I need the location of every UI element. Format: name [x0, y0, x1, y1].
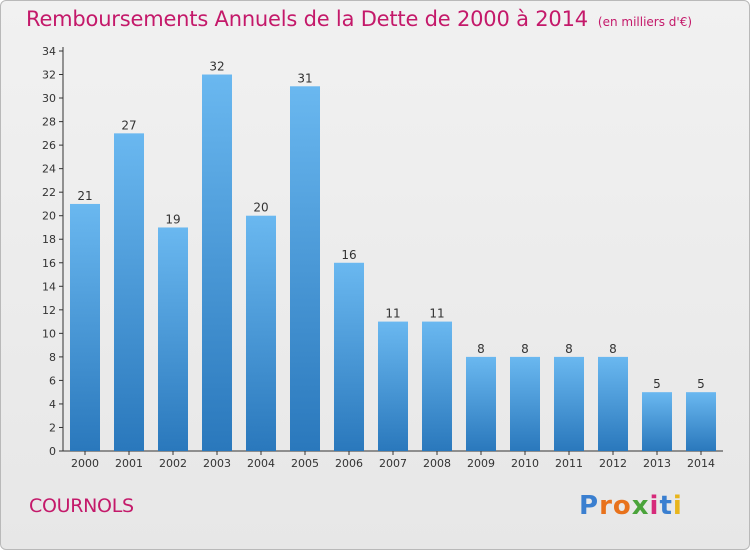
x-tick-label: 2010 — [511, 457, 539, 470]
data-label: 19 — [165, 212, 180, 226]
x-tick-label: 2013 — [643, 457, 671, 470]
bar-2014 — [686, 392, 716, 451]
bar-2010 — [510, 356, 540, 451]
bar-2003 — [202, 74, 232, 451]
y-tick-label: 12 — [42, 304, 56, 317]
y-tick-label: 26 — [42, 139, 56, 152]
x-tick-label: 2014 — [687, 457, 715, 470]
data-label: 5 — [653, 377, 661, 391]
y-tick-label: 18 — [42, 233, 56, 246]
data-label: 20 — [253, 201, 268, 215]
bar-2011 — [554, 356, 584, 451]
bar-2009 — [466, 356, 496, 451]
x-tick-label: 2012 — [599, 457, 627, 470]
title-subtitle: (en milliers d'€) — [597, 15, 693, 29]
y-tick-label: 0 — [49, 445, 56, 458]
logo-letter: t — [659, 491, 673, 521]
bar-2006 — [334, 262, 364, 451]
data-label: 11 — [385, 307, 400, 321]
bar-2008 — [422, 321, 452, 451]
y-tick-label: 30 — [42, 92, 56, 105]
bar-2004 — [246, 215, 276, 451]
x-tick-label: 2000 — [71, 457, 99, 470]
y-tick-label: 32 — [42, 69, 56, 82]
logo-letter: o — [612, 491, 632, 521]
data-label: 27 — [121, 118, 136, 132]
y-tick-label: 10 — [42, 327, 56, 340]
x-tick-label: 2002 — [159, 457, 187, 470]
x-tick-label: 2005 — [291, 457, 319, 470]
y-tick-label: 34 — [42, 45, 56, 58]
data-label: 16 — [341, 248, 356, 262]
data-label: 5 — [697, 377, 705, 391]
y-tick-label: 22 — [42, 186, 56, 199]
data-label: 11 — [429, 307, 444, 321]
x-tick-label: 2011 — [555, 457, 583, 470]
chart-title: Remboursements Annuels de la Dette de 20… — [26, 7, 692, 31]
data-label: 8 — [477, 342, 485, 356]
data-label: 8 — [565, 342, 573, 356]
title-main: Remboursements Annuels de la Dette de 20… — [26, 7, 588, 31]
logo-letter: x — [631, 491, 650, 521]
y-tick-label: 2 — [49, 421, 56, 434]
y-tick-label: 20 — [42, 210, 56, 223]
y-tick-label: 6 — [49, 374, 56, 387]
commune-name: COURNOLS — [29, 495, 134, 517]
x-tick-label: 2006 — [335, 457, 363, 470]
logo-letter: P — [579, 491, 600, 521]
x-tick-label: 2003 — [203, 457, 231, 470]
x-tick-label: 2004 — [247, 457, 275, 470]
y-tick-label: 24 — [42, 163, 56, 176]
x-tick-label: 2001 — [115, 457, 143, 470]
data-label: 8 — [609, 342, 617, 356]
data-label: 21 — [77, 189, 92, 203]
y-tick-label: 14 — [42, 280, 56, 293]
bar-2005 — [290, 86, 320, 451]
y-tick-label: 4 — [49, 398, 56, 411]
bars — [70, 74, 716, 451]
logo-letter: i — [649, 491, 660, 521]
bar-2002 — [158, 227, 188, 451]
y-tick-label: 28 — [42, 116, 56, 129]
data-labels: 21 27 19 32 20 31 16 11 11 8 8 8 8 5 5 — [77, 60, 704, 392]
x-tick-label: 2009 — [467, 457, 495, 470]
bar-2012 — [598, 356, 628, 451]
logo-letter: r — [599, 491, 613, 521]
data-label: 32 — [209, 60, 224, 74]
data-label: 8 — [521, 342, 529, 356]
data-label: 31 — [297, 71, 312, 85]
x-tick-label: 2007 — [379, 457, 407, 470]
logo-letter: i — [672, 491, 683, 521]
y-tick-label: 16 — [42, 257, 56, 270]
proxiti-logo: Proxiti — [579, 491, 683, 521]
bar-2001 — [114, 133, 144, 451]
x-tick-label: 2008 — [423, 457, 451, 470]
bar-2000 — [70, 203, 100, 451]
y-tick-label: 8 — [49, 351, 56, 364]
bar-2013 — [642, 392, 672, 451]
bar-2007 — [378, 321, 408, 451]
